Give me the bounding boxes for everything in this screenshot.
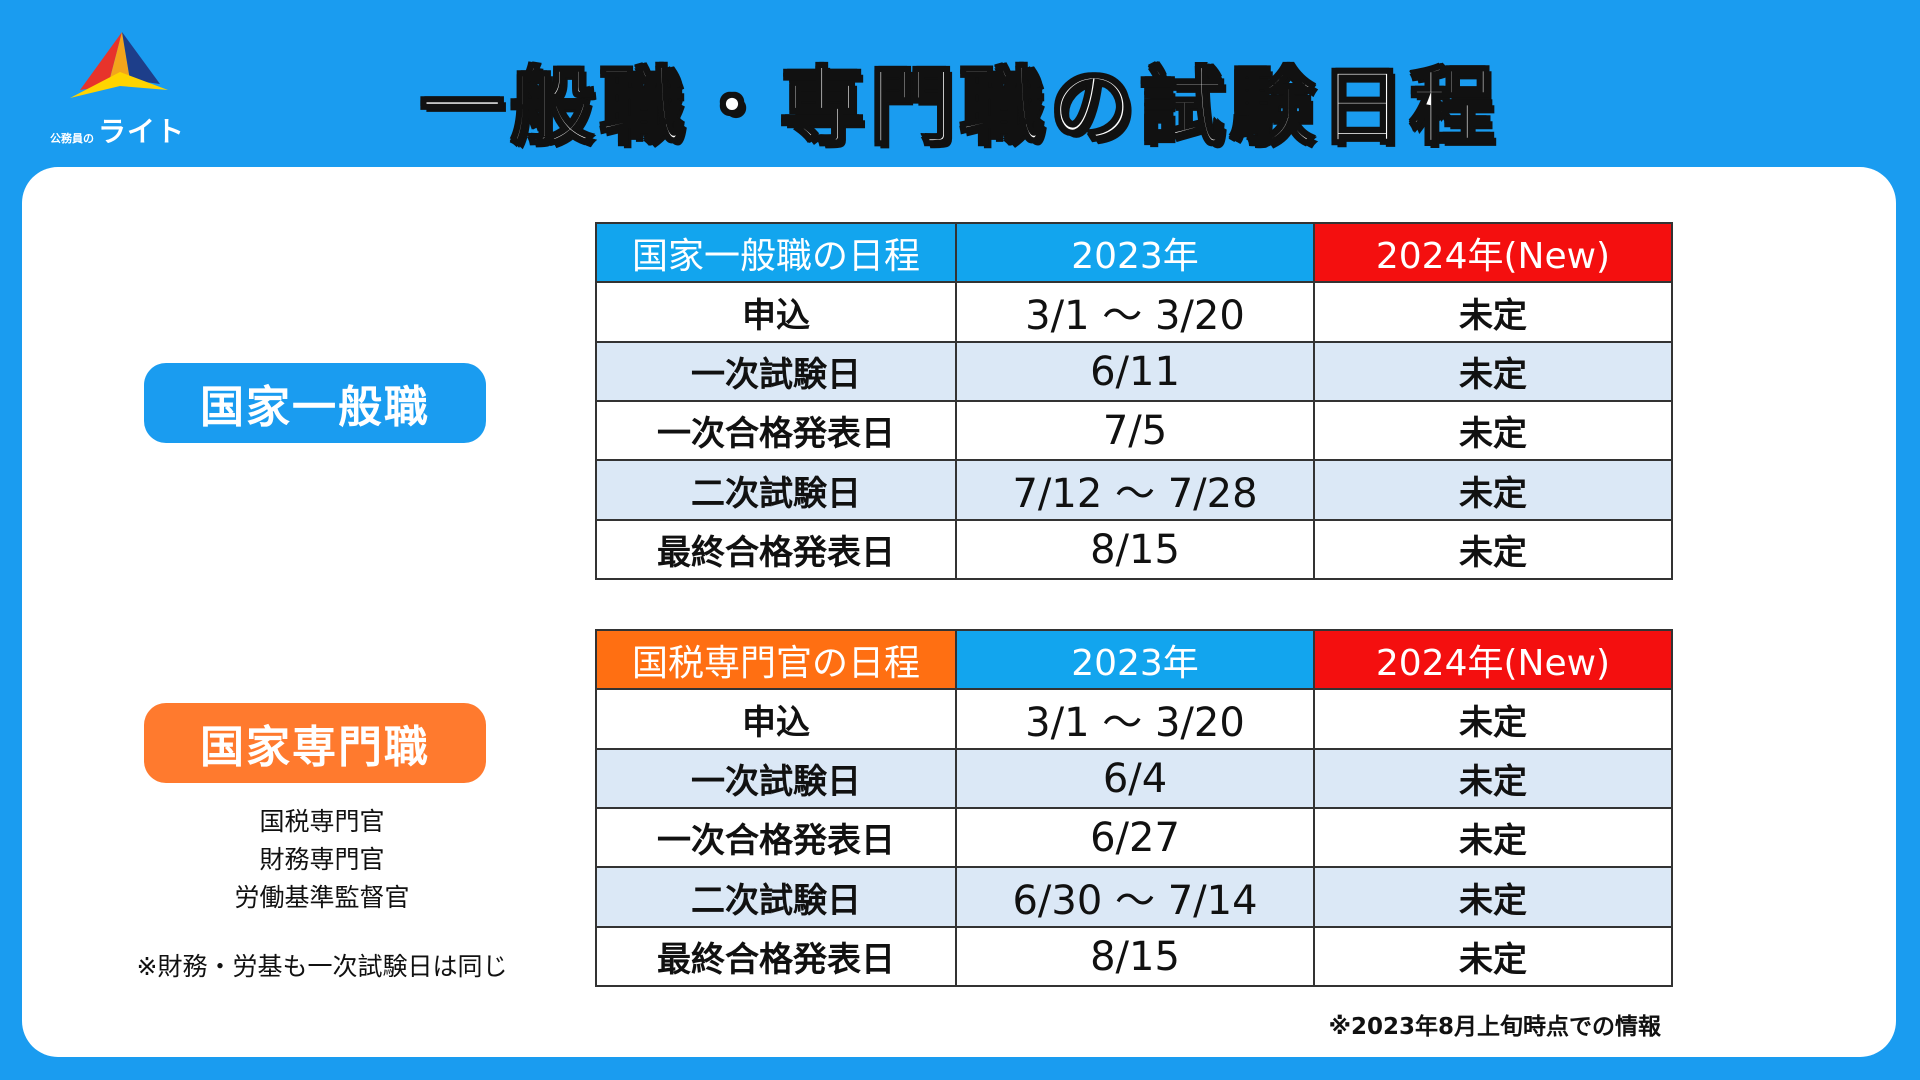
row-label: 一次試験日 — [595, 341, 957, 402]
table-row: 一次合格発表日 7/5 未定 — [595, 400, 1673, 461]
table-row: 申込 3/1 ～ 3/20 未定 — [595, 281, 1673, 343]
row-date-2024: 未定 — [1313, 519, 1673, 580]
row-label: 申込 — [595, 281, 957, 343]
table-header-cell: 2023年 — [955, 629, 1315, 690]
logo-main-text: ライト — [98, 115, 186, 148]
row-date-2023: 7/5 — [955, 400, 1315, 461]
row-date-2023: 7/12 ～ 7/28 — [955, 459, 1315, 521]
row-date-2024: 未定 — [1313, 688, 1673, 750]
table-row: 二次試験日 7/12 ～ 7/28 未定 — [595, 459, 1673, 521]
row-date-2023: 6/27 — [955, 807, 1315, 868]
table-header-cell: 2024年(New) — [1313, 222, 1673, 283]
row-date-2023: 3/1 ～ 3/20 — [955, 281, 1315, 343]
specialist-note: ※財務・労基も一次試験日は同じ — [136, 952, 508, 981]
logo: 公務員の ライト — [50, 28, 210, 148]
row-label: 二次試験日 — [595, 866, 957, 928]
table-header-cell: 国家一般職の日程 — [595, 222, 957, 283]
row-date-2023: 3/1 ～ 3/20 — [955, 688, 1315, 750]
position-item: 財務専門官 — [259, 845, 385, 874]
category-specialist-badge: 国家専門職 — [144, 703, 486, 783]
table-header-row: 国家一般職の日程 2023年 2024年(New) — [595, 222, 1673, 283]
row-label: 一次合格発表日 — [595, 400, 957, 461]
row-date-2024: 未定 — [1313, 400, 1673, 461]
position-item: 国税専門官 — [259, 807, 385, 836]
specialist-positions-list: 国税専門官 財務専門官 労働基準監督官 — [172, 803, 472, 917]
row-date-2023: 6/4 — [955, 748, 1315, 809]
row-date-2024: 未定 — [1313, 281, 1673, 343]
row-date-2023: 8/15 — [955, 519, 1315, 580]
table-header-row: 国税専門官の日程 2023年 2024年(New) — [595, 629, 1673, 690]
row-label: 最終合格発表日 — [595, 926, 957, 987]
row-date-2024: 未定 — [1313, 866, 1673, 928]
table-row: 一次試験日 6/4 未定 — [595, 748, 1673, 809]
row-label: 一次合格発表日 — [595, 807, 957, 868]
row-date-2023: 6/11 — [955, 341, 1315, 402]
content-card: 国家一般職 国家専門職 国税専門官 財務専門官 労働基準監督官 ※財務・労基も一… — [22, 167, 1896, 1057]
mountain-logo-icon — [70, 32, 168, 98]
general-schedule-table: 国家一般職の日程 2023年 2024年(New) 申込 3/1 ～ 3/20 … — [595, 222, 1673, 580]
category-general-badge: 国家一般職 — [144, 363, 486, 443]
row-label: 申込 — [595, 688, 957, 750]
row-label: 一次試験日 — [595, 748, 957, 809]
table-header-cell: 国税専門官の日程 — [595, 629, 957, 690]
row-date-2024: 未定 — [1313, 807, 1673, 868]
table-row: 申込 3/1 ～ 3/20 未定 — [595, 688, 1673, 750]
source-note: ※2023年8月上旬時点での情報 — [1328, 1014, 1661, 1040]
logo-sub-text: 公務員の — [50, 132, 94, 145]
row-date-2024: 未定 — [1313, 341, 1673, 402]
position-item: 労働基準監督官 — [234, 883, 410, 912]
table-row: 最終合格発表日 8/15 未定 — [595, 926, 1673, 987]
row-label: 最終合格発表日 — [595, 519, 957, 580]
row-date-2023: 8/15 — [955, 926, 1315, 987]
row-date-2023: 6/30 ～ 7/14 — [955, 866, 1315, 928]
row-date-2024: 未定 — [1313, 926, 1673, 987]
table-header-cell: 2024年(New) — [1313, 629, 1673, 690]
row-date-2024: 未定 — [1313, 748, 1673, 809]
table-row: 二次試験日 6/30 ～ 7/14 未定 — [595, 866, 1673, 928]
page-title: 一般職・専門職の試験日程 — [418, 57, 1500, 158]
table-row: 一次試験日 6/11 未定 — [595, 341, 1673, 402]
specialist-schedule-table: 国税専門官の日程 2023年 2024年(New) 申込 3/1 ～ 3/20 … — [595, 629, 1673, 987]
row-label: 二次試験日 — [595, 459, 957, 521]
row-date-2024: 未定 — [1313, 459, 1673, 521]
table-row: 最終合格発表日 8/15 未定 — [595, 519, 1673, 580]
table-header-cell: 2023年 — [955, 222, 1315, 283]
logo-text: 公務員の ライト — [50, 110, 185, 150]
table-row: 一次合格発表日 6/27 未定 — [595, 807, 1673, 868]
